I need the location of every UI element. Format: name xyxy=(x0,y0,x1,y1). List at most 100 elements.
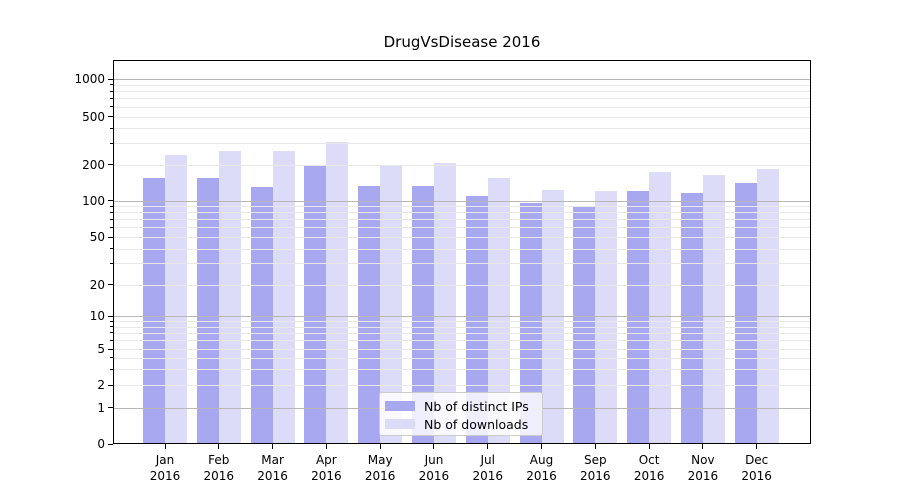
x-tick xyxy=(379,444,381,449)
legend-item-distinct-ips: Nb of distinct IPs xyxy=(385,397,529,415)
gridline xyxy=(113,284,811,286)
gridline xyxy=(113,385,811,386)
gridline xyxy=(113,84,811,86)
bar-mar-downloads xyxy=(272,150,295,444)
bar-jul-distinct-ips xyxy=(465,195,488,444)
gridline xyxy=(113,326,811,328)
y-minor-tick xyxy=(110,348,113,350)
x-tick-label-feb: Feb 2016 xyxy=(203,453,235,483)
bar-jun-distinct-ips xyxy=(411,185,434,444)
legend: Nb of distinct IPs Nb of downloads xyxy=(379,392,543,436)
x-tick xyxy=(541,444,543,449)
y-tick xyxy=(108,407,113,408)
gridline xyxy=(113,227,811,229)
y-minor-tick xyxy=(110,236,113,238)
y-minor-tick xyxy=(110,320,113,322)
x-tick-label-aug: Aug 2016 xyxy=(526,453,557,483)
y-tick xyxy=(108,443,113,445)
x-tick xyxy=(433,444,435,449)
gridline xyxy=(113,349,811,350)
gridline xyxy=(113,212,811,214)
y-tick-label: 20 xyxy=(89,277,105,292)
y-minor-tick xyxy=(110,384,113,386)
gridline xyxy=(113,357,811,359)
y-minor-tick xyxy=(110,339,113,341)
bar-feb-downloads xyxy=(218,150,241,444)
y-minor-tick xyxy=(110,127,113,129)
y-tick-label: 100 xyxy=(82,193,105,208)
bar-aug-downloads xyxy=(541,190,564,444)
y-minor-tick xyxy=(110,326,113,328)
gridline xyxy=(113,263,811,265)
x-tick-label-dec: Dec 2016 xyxy=(741,453,772,483)
gridline xyxy=(113,321,811,323)
x-tick xyxy=(594,444,596,449)
gridline xyxy=(113,128,811,130)
gridline xyxy=(113,316,811,317)
bar-may-downloads xyxy=(380,165,403,444)
bar-aug-distinct-ips xyxy=(519,202,542,444)
y-minor-tick xyxy=(110,90,113,92)
y-tick-label: 1000 xyxy=(74,72,105,86)
gridline xyxy=(113,200,811,202)
gridline xyxy=(113,116,811,118)
bar-nov-downloads xyxy=(702,175,725,444)
y-tick-label: 2 xyxy=(97,378,105,392)
gridline xyxy=(113,332,811,334)
y-minor-tick xyxy=(110,284,113,285)
legend-label-downloads: Nb of downloads xyxy=(424,416,529,432)
y-minor-tick xyxy=(110,164,113,165)
y-tick-label: 500 xyxy=(82,109,105,124)
x-tick xyxy=(325,444,327,449)
bar-sep-downloads xyxy=(595,190,618,444)
bar-may-distinct-ips xyxy=(358,185,381,444)
y-minor-tick xyxy=(110,332,113,334)
legend-label-distinct-ips: Nb of distinct IPs xyxy=(424,398,529,414)
gridline xyxy=(113,98,811,100)
y-tick-label: 50 xyxy=(89,230,105,244)
bar-oct-downloads xyxy=(649,172,672,444)
y-tick-label: 1 xyxy=(97,400,105,415)
gridline xyxy=(113,143,811,145)
x-tick xyxy=(272,444,274,449)
gridline xyxy=(113,237,811,238)
x-tick xyxy=(218,444,220,449)
y-minor-tick xyxy=(110,357,113,359)
x-tick-label-may: May 2016 xyxy=(364,453,396,483)
gridline xyxy=(113,248,811,250)
y-minor-tick xyxy=(110,116,113,117)
y-minor-tick xyxy=(110,97,113,99)
y-minor-tick xyxy=(110,211,113,213)
bar-oct-distinct-ips xyxy=(627,191,650,444)
bar-jun-downloads xyxy=(433,162,456,444)
bar-jan-downloads xyxy=(165,154,187,444)
y-minor-tick xyxy=(110,84,113,86)
bar-apr-downloads xyxy=(326,141,349,444)
y-tick-label: 5 xyxy=(97,342,105,356)
y-tick xyxy=(108,78,113,80)
gridline xyxy=(113,91,811,93)
legend-swatch-distinct-ips xyxy=(385,401,415,411)
x-tick-label-sep: Sep 2016 xyxy=(580,453,611,483)
legend-swatch-downloads xyxy=(385,419,415,429)
x-tick xyxy=(702,444,704,449)
y-minor-tick xyxy=(110,142,113,144)
x-tick xyxy=(756,444,758,449)
y-minor-tick xyxy=(110,262,113,264)
gridline xyxy=(113,79,811,80)
bar-jan-distinct-ips xyxy=(143,178,165,444)
y-minor-tick xyxy=(110,368,113,370)
y-minor-tick xyxy=(110,205,113,207)
bar-dec-distinct-ips xyxy=(734,183,757,444)
grid-layer xyxy=(113,60,811,444)
y-minor-tick xyxy=(110,226,113,228)
y-minor-tick xyxy=(110,218,113,220)
y-tick xyxy=(108,200,113,201)
y-tick xyxy=(108,315,113,317)
y-minor-tick xyxy=(110,106,113,108)
x-tick xyxy=(164,444,166,449)
bar-nov-distinct-ips xyxy=(680,193,703,444)
gridline xyxy=(113,340,811,342)
x-tick xyxy=(487,444,489,449)
